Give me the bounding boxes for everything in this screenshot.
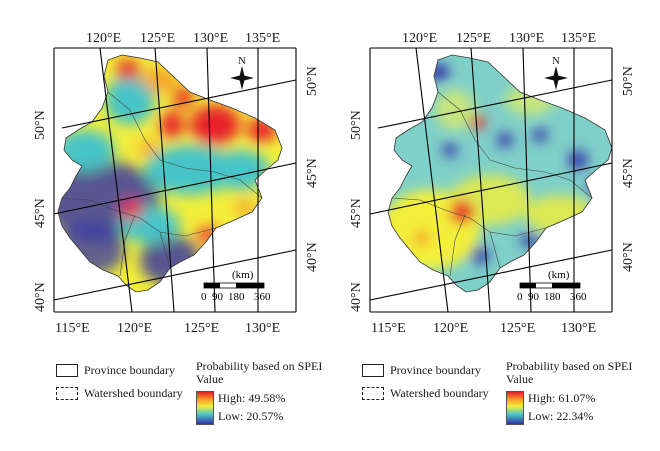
- map-figure-left: N (km) 0 90 180 360 120°E 125°E 130°E 13…: [33, 31, 320, 336]
- lon-label-top-right: 120°E: [402, 31, 437, 46]
- scale-tick-90-right: 90: [528, 291, 540, 303]
- lon-label-bottom-right: 120°E: [433, 321, 468, 336]
- lat-label-right-left: 50°N: [305, 66, 320, 96]
- scale-tick-360-right: 360: [570, 291, 587, 303]
- scale-tick-360-left: 360: [254, 291, 271, 303]
- legend-watershed-right: Watershed boundary: [362, 386, 489, 401]
- color-ramp-left: [196, 391, 214, 425]
- legend-title-left: Probability based on SPEI Value: [196, 360, 346, 386]
- lat-label-right-left: 40°N: [305, 242, 320, 272]
- scale-tick-180-left: 180: [228, 291, 245, 303]
- watershed-swatch: [56, 387, 78, 400]
- lat-label-left-left: 45°N: [33, 198, 48, 228]
- north-arrow-right: N: [544, 55, 568, 90]
- lon-label-top-left: 125°E: [140, 31, 175, 46]
- lat-label-left-right: 50°N: [349, 110, 364, 140]
- legend-title-right: Probability based on SPEI Value: [506, 360, 656, 386]
- lat-label-right-right: 40°N: [621, 242, 636, 272]
- lon-label-bottom-right: 130°E: [561, 321, 596, 336]
- legend-title-text: Probability based on SPEI: [506, 359, 633, 373]
- lon-label-top-left: 120°E: [86, 31, 121, 46]
- north-label-left: N: [238, 55, 246, 67]
- scale-bar-left: (km) 0 90 180 360: [201, 269, 271, 303]
- province-lines-right: [391, 91, 593, 277]
- color-ramp-right: [506, 391, 524, 425]
- legend-watershed-label: Watershed boundary: [390, 386, 489, 400]
- lon-label-bottom-right: 115°E: [371, 321, 406, 336]
- legend-province-label: Province boundary: [84, 363, 175, 377]
- graticule-left: [53, 47, 297, 313]
- legend-subtitle-text: Value: [196, 372, 224, 386]
- lat-label-right-left: 45°N: [305, 158, 320, 188]
- north-label-right: N: [552, 55, 560, 67]
- legend-province-left: Province boundary: [56, 363, 175, 378]
- north-arrow-left: N: [230, 55, 254, 90]
- lon-label-top-left: 130°E: [193, 31, 228, 46]
- lon-label-bottom-left: 125°E: [184, 321, 219, 336]
- map-panel-right: N (km) 0 90 180 360 120°E 125°E 130°E 13…: [330, 0, 660, 451]
- region-outline-left: [57, 54, 283, 293]
- scale-tick-0-right: 0: [517, 291, 523, 303]
- legend-low-right: Low: 22.34%: [528, 409, 594, 423]
- province-swatch: [56, 364, 78, 377]
- watershed-swatch: [362, 387, 384, 400]
- lon-label-top-right: 125°E: [456, 31, 491, 46]
- lon-label-top-left: 135°E: [245, 31, 280, 46]
- lat-label-left-left: 50°N: [33, 110, 48, 140]
- legend-title-text: Probability based on SPEI: [196, 359, 323, 373]
- lat-label-left-right: 40°N: [349, 282, 364, 312]
- scale-bar-right: (km) 0 90 180 360: [517, 269, 587, 303]
- lon-label-bottom-right: 125°E: [500, 321, 535, 336]
- legend-watershed-label: Watershed boundary: [84, 386, 183, 400]
- lat-label-right-right: 50°N: [621, 66, 636, 96]
- scale-unit-left: (km): [232, 269, 254, 281]
- lon-label-top-right: 130°E: [509, 31, 544, 46]
- lon-label-top-right: 135°E: [561, 31, 596, 46]
- scale-unit-right: (km): [548, 269, 570, 281]
- lat-label-right-right: 45°N: [621, 158, 636, 188]
- province-swatch: [362, 364, 384, 377]
- legend-high-right: High: 61.07%: [528, 391, 596, 405]
- lon-label-bottom-left: 130°E: [245, 321, 280, 336]
- legend-low-left: Low: 20.57%: [218, 409, 284, 423]
- legend-province-label: Province boundary: [390, 363, 481, 377]
- scale-tick-0-left: 0: [201, 291, 207, 303]
- province-lines-left: [61, 91, 263, 277]
- legend-subtitle-text: Value: [506, 372, 534, 386]
- lat-label-left-left: 40°N: [33, 282, 48, 312]
- lon-label-bottom-left: 120°E: [117, 321, 152, 336]
- scale-tick-180-right: 180: [544, 291, 561, 303]
- graticule-right: [369, 47, 613, 313]
- lat-label-left-right: 45°N: [349, 198, 364, 228]
- scale-tick-90-left: 90: [212, 291, 224, 303]
- map-figure-right: N (km) 0 90 180 360 120°E 125°E 130°E 13…: [349, 31, 636, 336]
- map-panel-left: N (km) 0 90 180 360 120°E 125°E 130°E 13…: [33, 31, 322, 425]
- legend-province-right: Province boundary: [362, 363, 481, 378]
- legend-watershed-left: Watershed boundary: [56, 386, 183, 401]
- lon-label-bottom-left: 115°E: [55, 321, 90, 336]
- legend-high-left: High: 49.58%: [218, 391, 286, 405]
